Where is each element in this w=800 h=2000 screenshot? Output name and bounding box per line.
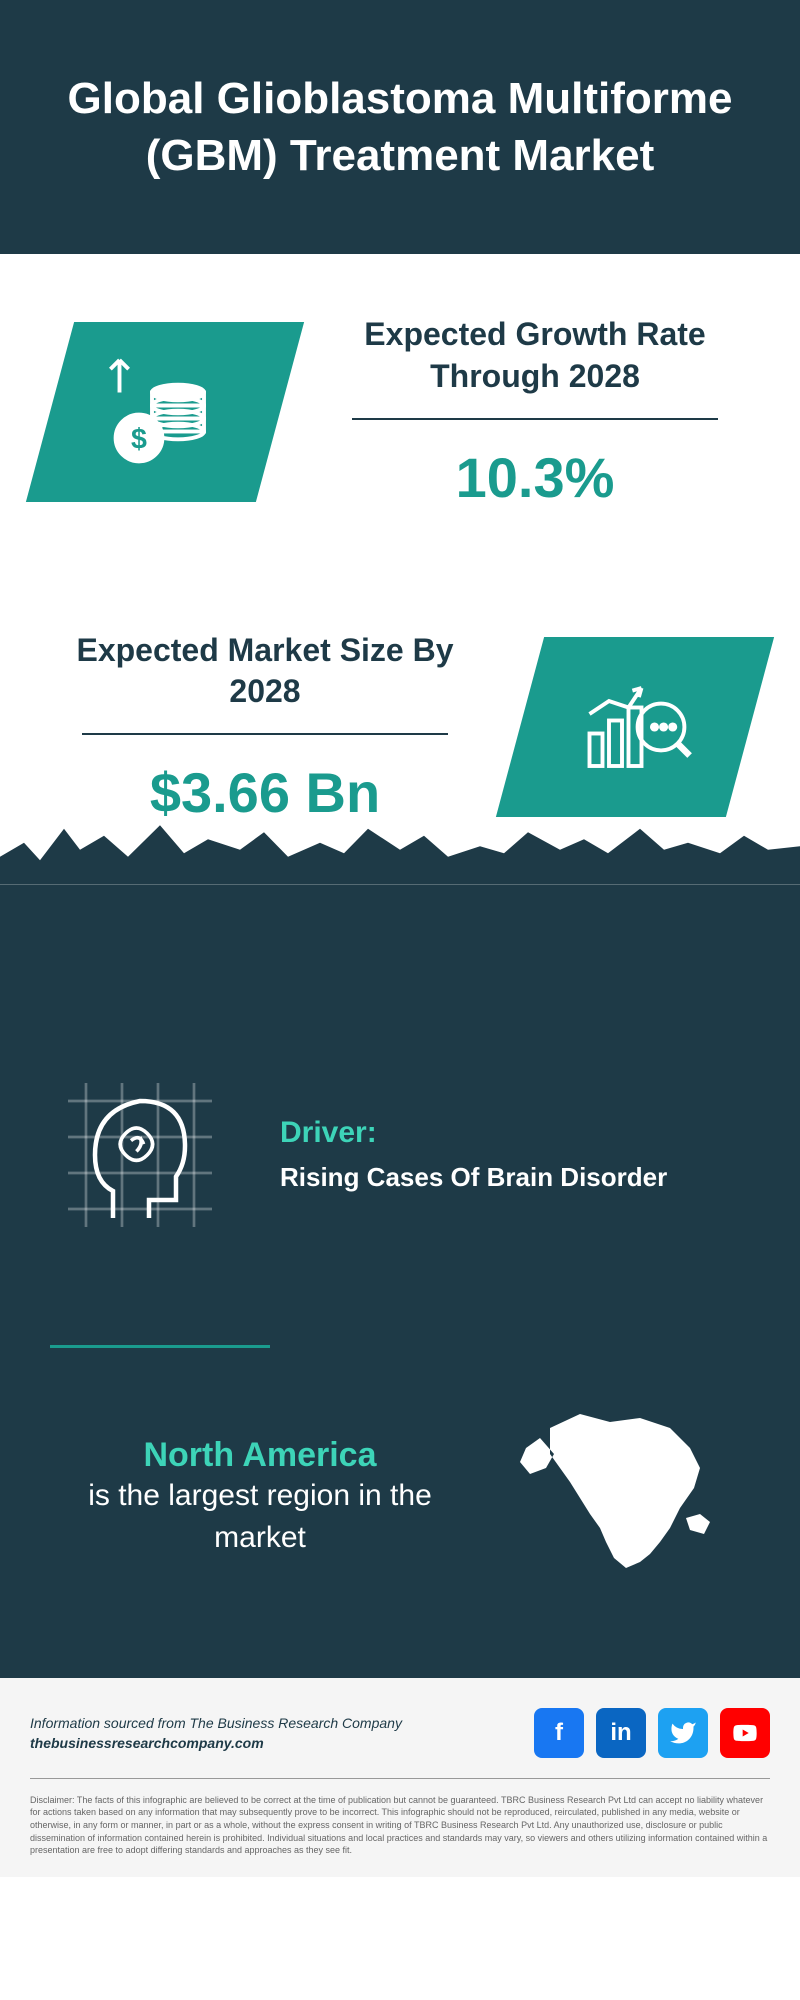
- region-section: North America is the largest region in t…: [0, 1305, 800, 1678]
- divider: [82, 733, 448, 735]
- driver-label: Driver:: [280, 1116, 750, 1150]
- region-text-block: North America is the largest region in t…: [50, 1436, 470, 1559]
- divider: [352, 418, 718, 420]
- growth-label: Expected Growth Rate Through 2028: [320, 314, 750, 397]
- youtube-icon[interactable]: [720, 1708, 770, 1758]
- source-line: Information sourced from The Business Re…: [30, 1715, 402, 1731]
- coins-arrow-icon: $: [100, 347, 230, 477]
- footer: Information sourced from The Business Re…: [0, 1678, 800, 1877]
- driver-section: Driver: Rising Cases Of Brain Disorder: [0, 1035, 800, 1305]
- driver-text-block: Driver: Rising Cases Of Brain Disorder: [280, 1116, 750, 1193]
- market-icon-container: [496, 637, 774, 817]
- page-title: Global Glioblastoma Multiforme (GBM) Tre…: [40, 70, 760, 184]
- stat-market-size: Expected Market Size By 2028 $3.66 Bn: [0, 570, 800, 885]
- growth-stat-text: Expected Growth Rate Through 2028 10.3%: [320, 314, 750, 509]
- twitter-icon[interactable]: [658, 1708, 708, 1758]
- accent-divider: [50, 1345, 270, 1348]
- stat-growth-rate: $ Expected Growth Rate Through 2028 10.3…: [0, 254, 800, 569]
- region-description: is the largest region in the market: [88, 1479, 432, 1554]
- disclaimer-text: Disclaimer: The facts of this infographi…: [30, 1794, 770, 1857]
- region-highlight: North America: [50, 1436, 470, 1475]
- footer-top-row: Information sourced from The Business Re…: [30, 1708, 770, 1758]
- footer-divider: [30, 1778, 770, 1779]
- skyline-graphic: [0, 885, 800, 1035]
- brain-icon: [50, 1065, 230, 1245]
- region-content: North America is the largest region in t…: [50, 1398, 750, 1598]
- market-value: $3.66 Bn: [50, 760, 480, 825]
- growth-value: 10.3%: [320, 445, 750, 510]
- svg-text:$: $: [131, 423, 147, 455]
- driver-description: Rising Cases Of Brain Disorder: [280, 1162, 750, 1193]
- linkedin-icon[interactable]: in: [596, 1708, 646, 1758]
- source-attribution: Information sourced from The Business Re…: [30, 1715, 402, 1751]
- facebook-icon[interactable]: f: [534, 1708, 584, 1758]
- growth-icon-container: $: [26, 322, 304, 502]
- social-icons-row: f in: [534, 1708, 770, 1758]
- header-banner: Global Glioblastoma Multiforme (GBM) Tre…: [0, 0, 800, 254]
- chart-magnify-icon: [570, 662, 700, 792]
- source-url: thebusinessresearchcompany.com: [30, 1735, 402, 1751]
- market-label: Expected Market Size By 2028: [50, 630, 480, 713]
- market-stat-text: Expected Market Size By 2028 $3.66 Bn: [50, 630, 480, 825]
- north-america-map-icon: [510, 1398, 750, 1598]
